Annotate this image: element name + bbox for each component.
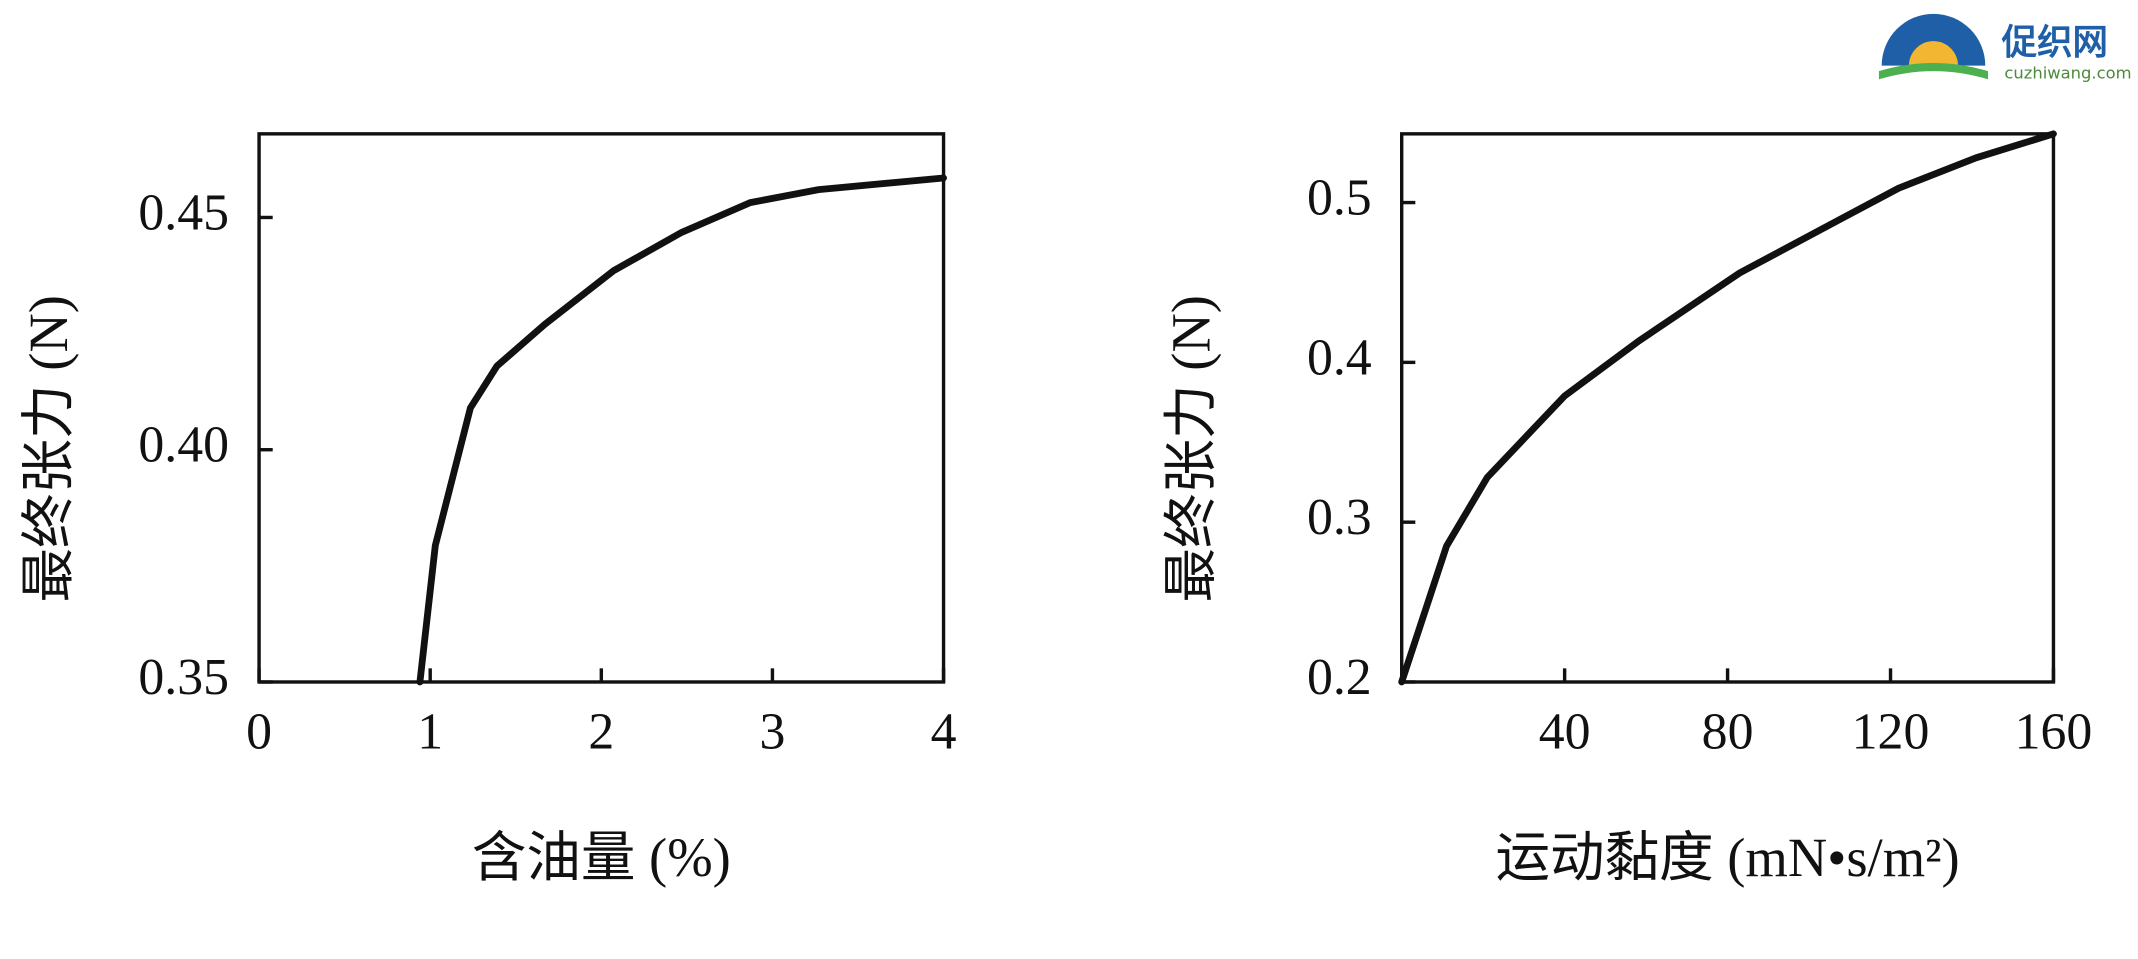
logo-url: cuzhiwang.com bbox=[2004, 63, 2131, 82]
x-tick-label: 160 bbox=[2015, 703, 2093, 760]
y-tick-label: 0.4 bbox=[1307, 329, 1372, 386]
y-tick-label: 0.40 bbox=[138, 417, 229, 474]
plot-frame bbox=[1399, 132, 2056, 684]
x-tick-label: 4 bbox=[931, 703, 957, 760]
x-axis-label: 含油量 (%) bbox=[472, 827, 731, 888]
logo-gear bbox=[1881, 13, 1986, 66]
y-tick-label: 0.3 bbox=[1307, 489, 1372, 546]
y-tick-label: 0.45 bbox=[138, 184, 229, 241]
logo-name: 促织网 bbox=[2001, 22, 2108, 63]
y-axis-label: 最终张力 (N) bbox=[1161, 295, 1222, 602]
x-axis-label: 运动黏度 (mN•s/m²) bbox=[1496, 827, 1960, 888]
x-tick-label: 40 bbox=[1539, 703, 1591, 760]
x-tick-label: 80 bbox=[1702, 703, 1754, 760]
data-line bbox=[416, 174, 947, 686]
data-line bbox=[1398, 130, 2057, 686]
x-tick-label: 3 bbox=[759, 703, 785, 760]
x-tick-label: 0 bbox=[246, 703, 272, 760]
x-tick-label: 1 bbox=[417, 703, 443, 760]
logo-sun bbox=[1908, 41, 1959, 66]
plot-frame bbox=[257, 132, 946, 684]
logo: 促织网 cuzhiwang.com bbox=[1878, 13, 2132, 82]
x-tick-label: 2 bbox=[588, 703, 614, 760]
y-tick-label: 0.35 bbox=[138, 649, 229, 706]
y-tick-label: 0.2 bbox=[1307, 649, 1372, 706]
y-tick-label: 0.5 bbox=[1307, 169, 1372, 226]
x-tick-label: 120 bbox=[1852, 703, 1930, 760]
y-axis-label: 最终张力 (N) bbox=[18, 295, 79, 602]
